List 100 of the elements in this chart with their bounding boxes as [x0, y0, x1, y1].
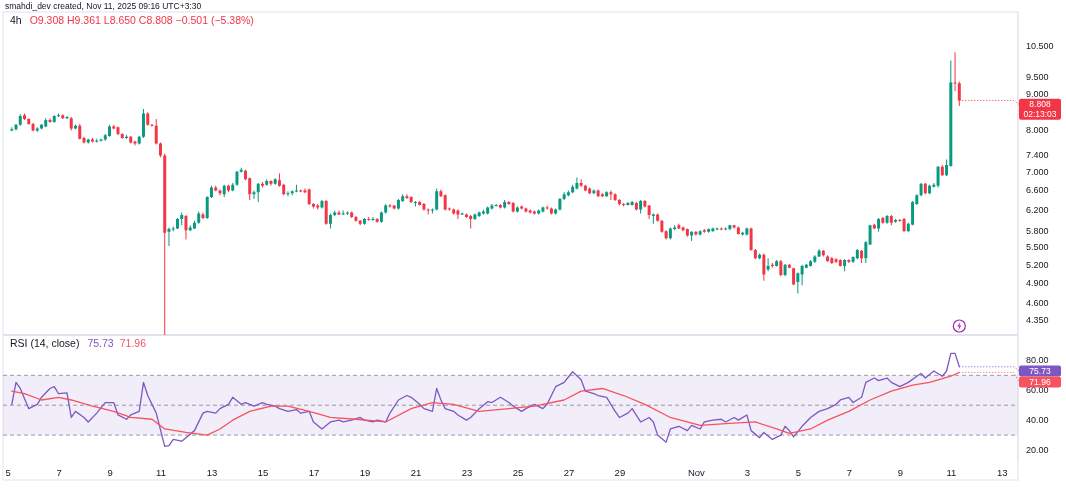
candlestick: [10, 127, 14, 132]
candlestick: [456, 209, 460, 220]
candlestick: [235, 170, 239, 186]
candlestick: [265, 179, 269, 186]
candlestick: [452, 208, 456, 215]
candlestick: [320, 200, 324, 209]
candlestick: [201, 212, 205, 220]
candlestick: [52, 115, 56, 123]
candlestick: [753, 248, 757, 260]
candlestick: [307, 188, 311, 205]
candlestick: [260, 182, 264, 188]
candlestick: [609, 190, 613, 200]
candlestick: [656, 213, 660, 222]
candlestick: [630, 200, 634, 206]
candlestick: [362, 218, 366, 225]
candlestick: [163, 153, 167, 335]
candlestick: [430, 208, 434, 214]
candlestick: [800, 264, 804, 286]
candlestick: [936, 165, 940, 188]
candlestick: [490, 203, 494, 210]
candlestick: [600, 193, 604, 198]
candlestick: [605, 191, 609, 198]
candlestick: [188, 225, 192, 232]
candlestick: [154, 118, 158, 145]
candlestick: [537, 209, 541, 215]
x-tick-label: 17: [308, 466, 320, 478]
candlestick: [843, 259, 847, 272]
candlestick: [269, 180, 273, 186]
candlestick: [333, 210, 337, 216]
candlestick: [481, 209, 485, 215]
candlestick: [18, 114, 22, 126]
x-tick-label: 7: [846, 466, 853, 478]
candlestick: [418, 200, 422, 206]
candlestick: [405, 194, 409, 200]
candlestick: [826, 255, 830, 262]
candlestick: [872, 223, 876, 230]
text: 75.73: [87, 337, 114, 349]
candlestick: [728, 224, 732, 231]
candlestick: [439, 189, 443, 198]
x-tick-label: Nov: [687, 466, 706, 478]
candlestick: [770, 262, 774, 268]
y-tick-label: 9.000: [1026, 88, 1049, 99]
candlestick: [528, 209, 532, 214]
y-tick-label: 4.350: [1026, 315, 1049, 326]
candlestick: [409, 196, 413, 203]
candlestick: [838, 259, 842, 267]
candlestick: [426, 208, 430, 215]
candlestick: [150, 123, 154, 127]
candlestick: [885, 214, 889, 224]
candlestick: [592, 189, 596, 195]
candlestick: [643, 200, 647, 208]
candlestick: [469, 214, 473, 229]
candlestick: [792, 267, 796, 286]
y-tick-label: 4.600: [1026, 297, 1049, 308]
candlestick: [171, 226, 175, 232]
candlestick: [392, 204, 396, 210]
candlestick: [273, 178, 277, 185]
candlestick: [813, 255, 817, 263]
x-tick-label: 29: [614, 466, 626, 478]
candlestick: [860, 250, 864, 263]
candlestick: [554, 208, 558, 215]
candlestick: [651, 213, 655, 224]
y-tick-label: 7.000: [1026, 167, 1049, 178]
candlestick: [252, 190, 256, 200]
candlestick: [617, 199, 621, 206]
y-tick-label: 7.400: [1026, 149, 1049, 160]
candlestick: [855, 248, 859, 260]
candlestick: [379, 211, 383, 223]
candlestick: [44, 118, 48, 128]
candlestick: [354, 215, 358, 222]
candlestick: [129, 135, 133, 144]
text: 02:13:03: [1023, 109, 1057, 120]
candlestick: [677, 223, 681, 230]
candlestick: [647, 204, 651, 220]
x-tick-label: 9: [107, 466, 113, 478]
candlestick: [74, 124, 77, 130]
x-tick-label: 3: [744, 466, 751, 478]
candlestick: [868, 224, 872, 245]
candlestick: [192, 220, 196, 230]
candlestick: [294, 184, 298, 193]
candlestick: [894, 219, 898, 223]
candlestick: [69, 117, 73, 131]
candlestick: [477, 211, 481, 218]
annotation: 8.808: [1029, 99, 1051, 110]
candlestick: [524, 207, 528, 213]
candlestick: [639, 200, 643, 214]
candlestick: [541, 206, 545, 213]
candlestick: [303, 188, 307, 194]
candlestick: [745, 227, 749, 236]
candlestick: [847, 259, 851, 263]
candlestick: [180, 212, 184, 226]
chart-subtitle: smahdi_dev created, Nov 11, 2025 09:16 UTC+3:30: [5, 1, 202, 11]
x-tick-label: 23: [461, 466, 473, 478]
candlestick: [78, 123, 82, 140]
candlestick: [23, 113, 26, 121]
candlestick: [783, 264, 787, 277]
x-tick-label: 15: [257, 466, 269, 478]
x-tick-label: 13: [206, 466, 218, 478]
candlestick: [622, 202, 626, 207]
x-tick-label: 27: [563, 466, 575, 478]
